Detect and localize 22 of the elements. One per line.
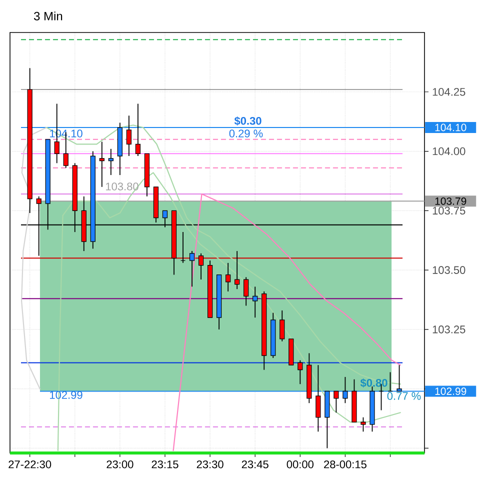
x-tick-label: 23:15	[152, 460, 178, 468]
ref-line-label: 103.79	[435, 197, 466, 205]
y-tick-label: 103.50	[432, 266, 466, 274]
annotation: 103.80	[106, 182, 138, 190]
x-tick-label: 23:30	[196, 460, 224, 468]
x-tick-label: 27-22:30	[8, 460, 52, 468]
annotation: 102.99	[50, 391, 82, 399]
annotation: 0.77 %	[387, 392, 421, 400]
ref-line-label: 102.99	[435, 388, 466, 395]
ref-line-label: 104.10	[435, 124, 466, 132]
chart-title: 3 Min	[34, 12, 62, 20]
y-tick-label: 103.25	[432, 326, 466, 334]
x-tick-label: 23:45	[242, 460, 268, 468]
annotation: 0.29 %	[229, 130, 263, 138]
annotation: $0.80	[360, 378, 388, 388]
x-tick-label: 00:00	[286, 460, 314, 468]
y-tick-label: 104.00	[432, 147, 466, 156]
y-tick-label: 104.25	[432, 88, 466, 96]
y-tick-label: 103.75	[432, 206, 466, 215]
annotation: $0.30	[234, 116, 262, 126]
x-tick-label: 23:00	[106, 460, 134, 468]
x-tick-label: 28-00:15	[324, 460, 366, 468]
